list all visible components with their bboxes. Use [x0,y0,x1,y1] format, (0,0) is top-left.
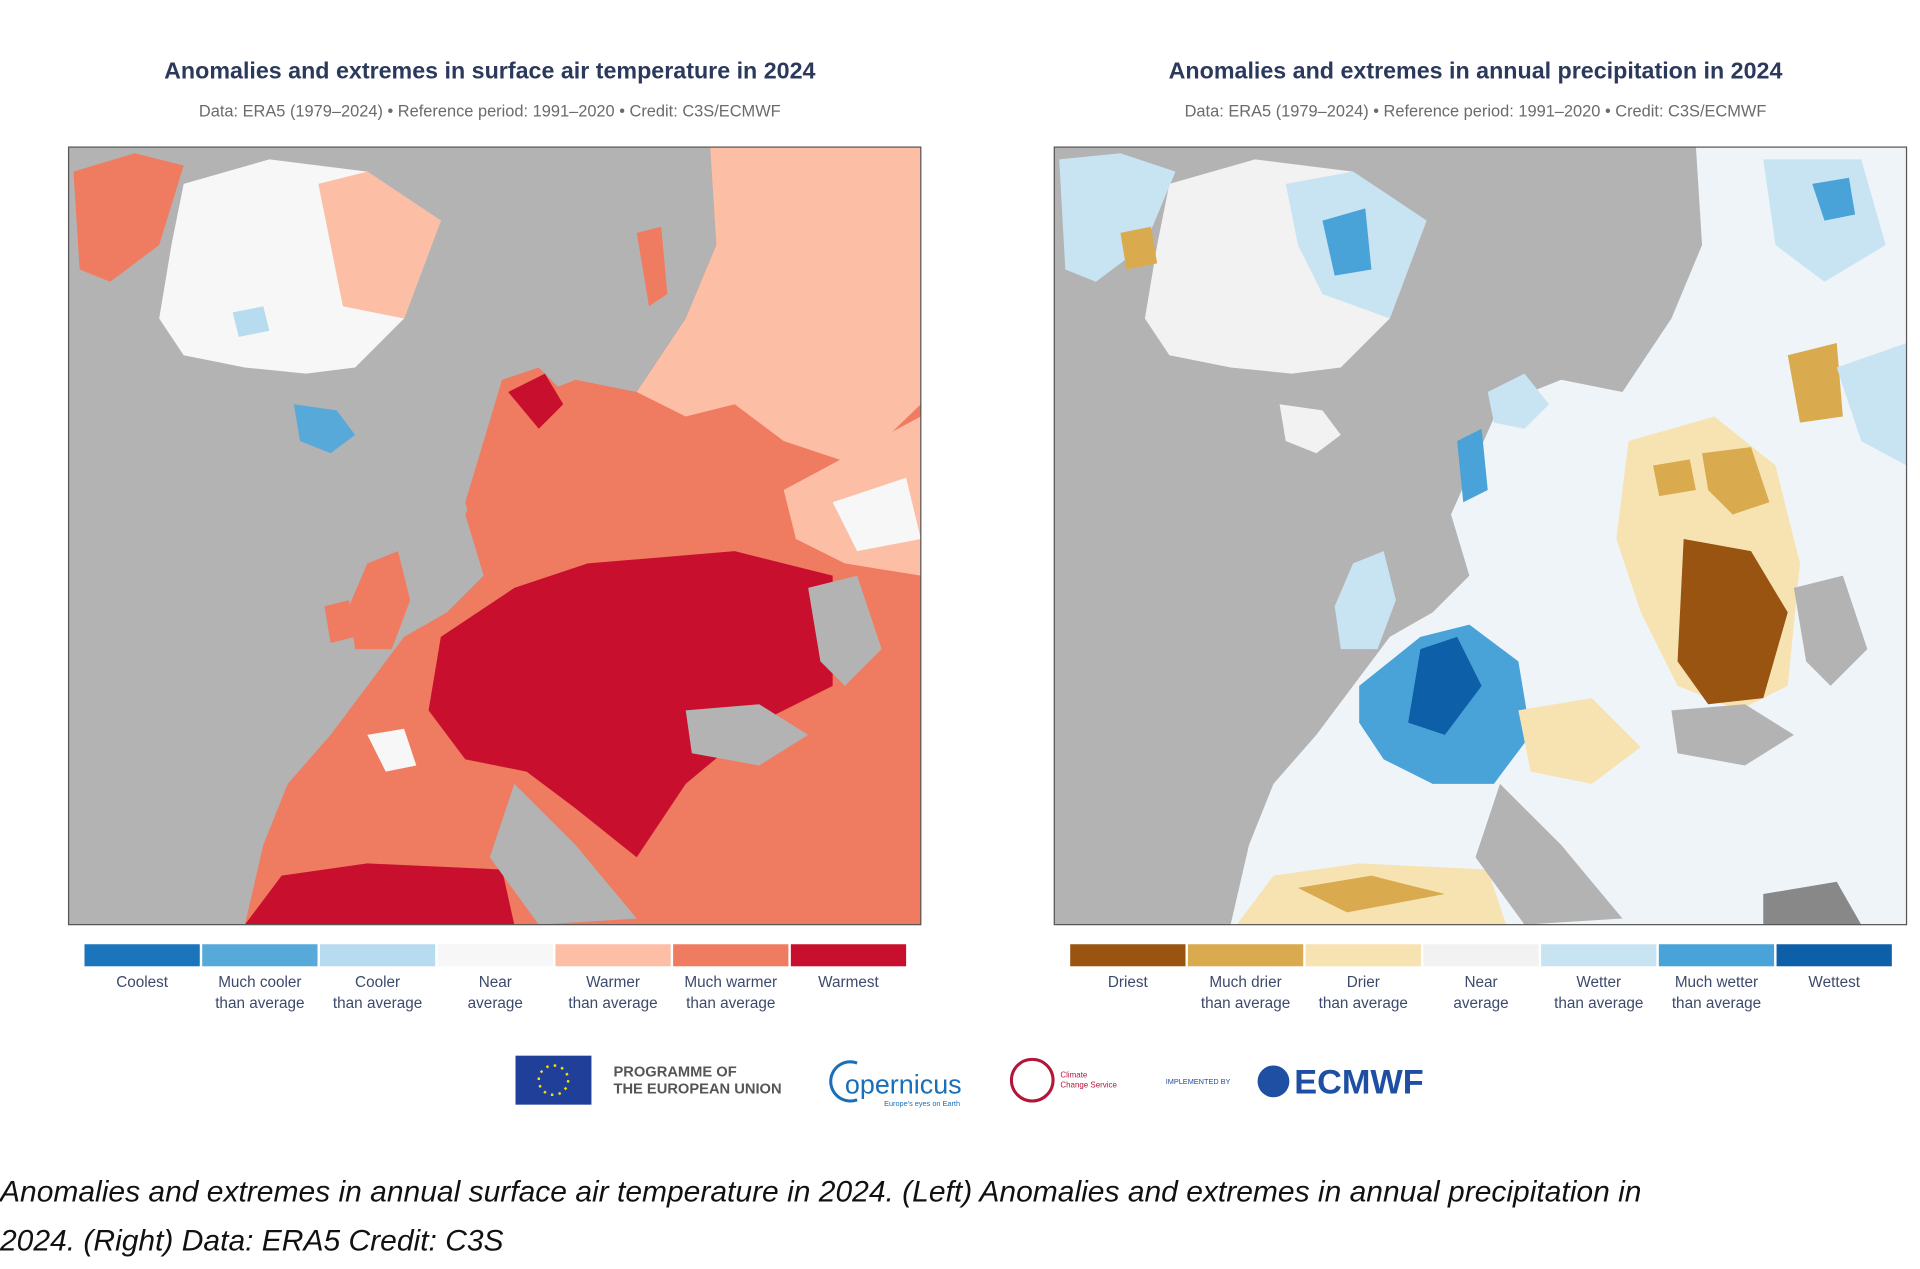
legend-label: Wetter [1576,974,1621,991]
implemented-by: IMPLEMENTED BY [1166,1077,1231,1086]
eu-text: THE EUROPEAN UNION [613,1082,781,1098]
precipitation-map [1054,147,1907,925]
legend-label: average [468,995,523,1012]
legend-swatch [84,944,200,967]
caption: 2024. (Right) Data: ERA5 Credit: C3S [0,1224,504,1257]
legend-swatch [790,944,907,967]
legend-label: than average [215,995,304,1012]
legend-label: Much wetter [1675,974,1758,991]
legend-label: than average [1201,995,1290,1012]
copernicus-text: opernicus [845,1070,962,1100]
legend-label: Near [1464,974,1497,991]
legend-swatch [202,944,318,967]
ecmwf-logo [1257,1065,1290,1098]
legend-swatch [1070,944,1186,967]
legend-label: than average [1319,995,1408,1012]
legend-swatch [1423,944,1539,967]
caption: Anomalies and extremes in annual surface… [0,1175,1641,1208]
c3s-logo [1009,1057,1055,1103]
legend-swatch [1658,944,1775,967]
legend-label: than average [568,995,657,1012]
eu-flag [515,1055,592,1105]
map-title: Anomalies and extremes in annual precipi… [1169,58,1783,84]
legend-swatch [1187,944,1304,967]
legend-label: than average [333,995,422,1012]
legend-label: than average [1554,995,1643,1012]
legend-label: than average [686,995,775,1012]
legend-swatch [319,944,436,967]
legend-label: Coolest [116,974,169,991]
legend-label: Much drier [1209,974,1281,991]
eu-text: PROGRAMME OF [613,1064,736,1080]
legend-swatch [1541,944,1657,967]
legend-label: Near [479,974,512,991]
map-subtitle: Data: ERA5 (1979–2024) • Reference perio… [1185,102,1767,120]
copernicus-tagline: Europe's eyes on Earth [884,1099,960,1108]
legend-label: than average [1672,995,1761,1012]
ecmwf-text: ECMWF [1294,1064,1423,1102]
legend-swatch [673,944,789,967]
legend-label: Much warmer [684,974,777,991]
c3s-text: Change Service [1060,1081,1117,1090]
legend-label: Wettest [1808,974,1860,991]
legend-label: Warmer [586,974,640,991]
map-subtitle: Data: ERA5 (1979–2024) • Reference perio… [199,102,781,120]
legend-label: Much cooler [218,974,301,991]
legend-swatch [555,944,671,967]
legend-label: Warmest [818,974,879,991]
map-title: Anomalies and extremes in surface air te… [164,58,815,84]
legend-label: average [1453,995,1508,1012]
legends: Coolest Much cooler than average Cooler than… [84,944,1892,1012]
legend-label: Driest [1108,974,1149,991]
legend-swatch [1305,944,1421,967]
legend-label: Cooler [355,974,400,991]
c3s-text: Climate [1060,1071,1087,1080]
temperature-map [68,147,921,925]
legend-swatch [1776,944,1892,967]
copernicus-c [829,1060,858,1103]
legend-swatch [437,944,553,967]
legend-label: Drier [1347,974,1380,991]
